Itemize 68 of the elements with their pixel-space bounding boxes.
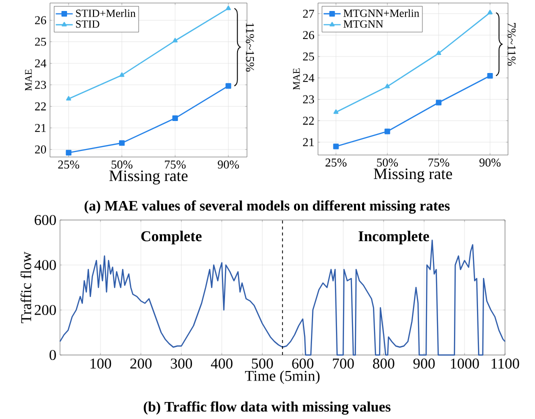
x-tick-label: 100	[90, 358, 112, 369]
point	[172, 38, 178, 42]
y-tick-label: 26	[303, 31, 314, 40]
x-tick-label: 1000	[450, 358, 479, 369]
point	[66, 150, 72, 156]
x-axis-title: Missing rate	[374, 168, 452, 182]
point	[436, 100, 442, 106]
x-tick-label: 25%	[58, 160, 80, 169]
y-tick-label: 20	[35, 145, 46, 154]
x-tick-label: 25%	[326, 158, 347, 167]
point	[436, 50, 442, 56]
legend-label: STID+Merlin	[76, 9, 136, 17]
y-tick-label: 0	[50, 350, 56, 360]
y-tick-label: 23	[35, 80, 46, 89]
y-tick-label: 25	[35, 38, 46, 46]
y-tick-label: 24	[303, 74, 314, 82]
y-tick-label: 21	[303, 138, 314, 146]
annotation: 7%~11%	[508, 23, 516, 66]
x-tick-label: 90%	[218, 160, 239, 169]
x-tick-label: 700	[332, 358, 354, 369]
point	[487, 72, 493, 79]
y-tick-label: 22	[35, 102, 46, 110]
x-tick-label: 900	[413, 358, 435, 369]
x-tick-label: 500	[252, 358, 273, 369]
annotation: 11%~15%	[246, 23, 254, 72]
point	[384, 128, 390, 134]
y-tick-label: 22	[303, 116, 314, 125]
y-tick-label: 23	[303, 95, 314, 104]
y-tick-label: 26	[35, 16, 46, 24]
point	[333, 109, 338, 114]
x-tick-label: 200	[130, 358, 152, 369]
legend-label: MTGNN+Merlin	[344, 9, 420, 17]
x-tick-label: 75%	[428, 158, 450, 167]
x-tick-label: 90%	[479, 158, 501, 167]
x-tick-label: 50%	[377, 158, 398, 167]
legend-label: STID	[76, 20, 100, 28]
y-axis-title: MAE	[293, 68, 300, 90]
y-tick-label: 25	[303, 52, 314, 61]
y-tick-label: 400	[34, 260, 56, 270]
text: (b) Traffic flow data with missing values	[144, 401, 390, 415]
x-axis-title: Time (5min)	[245, 370, 320, 384]
point	[66, 96, 72, 101]
y-tick-label: 200	[34, 304, 56, 316]
y-tick-label: 21	[35, 124, 46, 132]
x-tick-label: 300	[170, 358, 192, 369]
text: (a) MAE values of several models on different missing rates	[84, 200, 450, 214]
x-tick-label: 50%	[112, 160, 132, 169]
point	[119, 72, 124, 77]
x-tick-label: 400	[210, 358, 232, 369]
x-tick-label: 800	[372, 358, 394, 369]
x-axis-title: Missing rate	[109, 170, 188, 184]
y-tick-label: 600	[34, 214, 56, 226]
point	[172, 115, 178, 122]
point	[333, 144, 339, 150]
legend-label: MTGNN	[344, 20, 384, 28]
annotation: Incomplete	[358, 230, 430, 244]
y-tick-label: 24	[35, 59, 46, 68]
y-axis-title: Traffic flow	[20, 252, 32, 324]
y-axis-title: MAE	[25, 69, 32, 91]
point	[119, 140, 125, 146]
annotation: Complete	[141, 230, 202, 244]
point	[226, 83, 232, 89]
point	[488, 10, 493, 14]
point	[226, 6, 231, 10]
x-tick-label: 75%	[164, 160, 186, 169]
x-tick-label: 1100	[492, 358, 520, 369]
point	[384, 84, 390, 88]
y-tick-label: 27	[303, 10, 314, 18]
